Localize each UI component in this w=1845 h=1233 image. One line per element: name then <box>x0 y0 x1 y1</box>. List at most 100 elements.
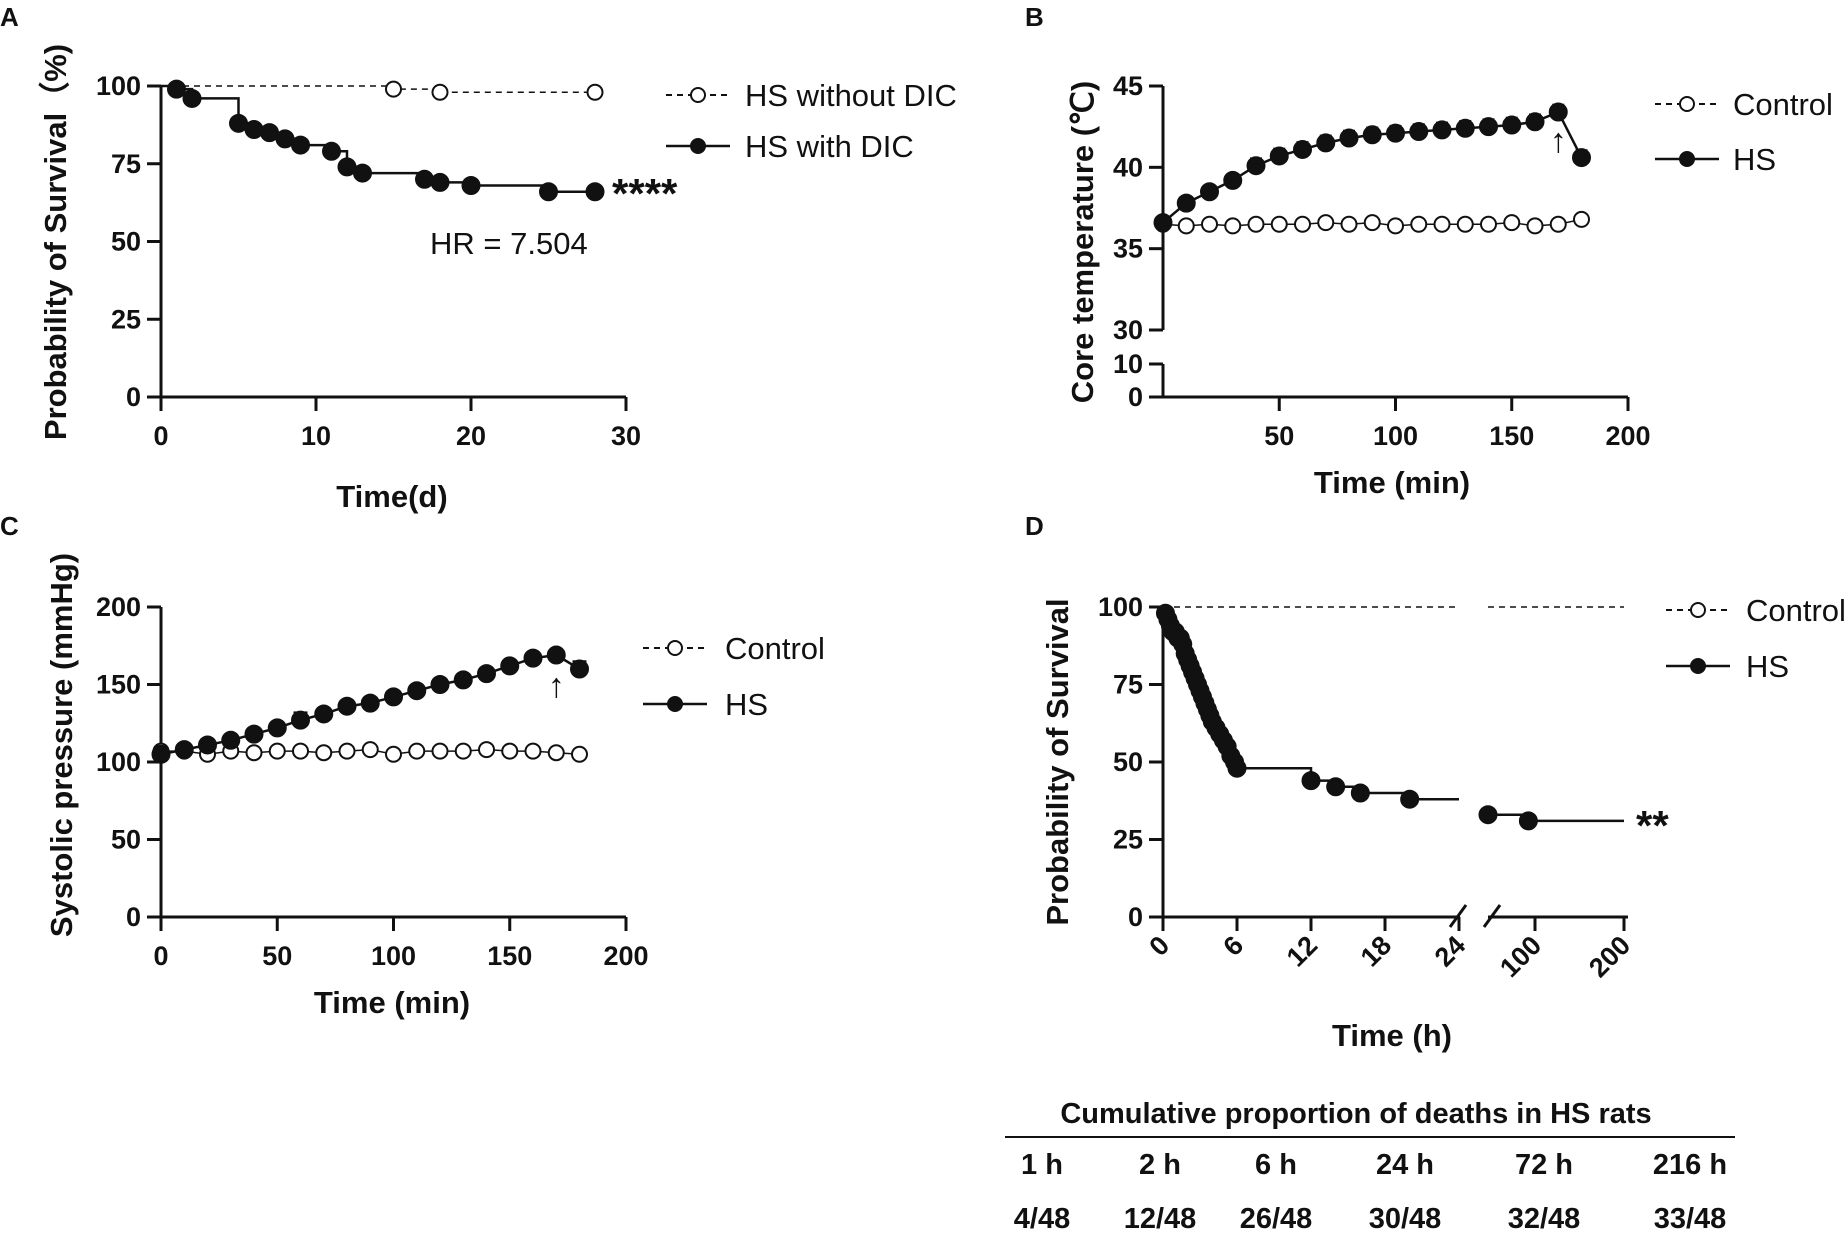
data-point-hs <box>360 693 380 713</box>
data-point-control <box>292 742 309 760</box>
data-point-hs <box>151 744 171 764</box>
data-point-control <box>1363 214 1381 232</box>
data-point-hs-with-dic <box>415 169 434 189</box>
data-point-control <box>547 744 565 762</box>
panel-d-axis-break-right <box>1482 904 1502 928</box>
data-point-hs <box>244 724 264 744</box>
series-line-hs <box>1486 808 1624 823</box>
legend-marker-hs <box>1666 658 1730 674</box>
data-point-hs <box>174 740 194 760</box>
panel-d-y-tick-label: 50 <box>1113 747 1143 777</box>
data-point-control <box>1294 215 1311 233</box>
panel-a-x-tick-label: 0 <box>153 421 168 451</box>
panel-a-y-tick-label: 0 <box>126 382 141 412</box>
panel-c-x-title: Time (min) <box>314 985 470 1020</box>
data-point-hs-with-dic <box>353 163 372 183</box>
data-point-hs <box>1223 170 1243 190</box>
panel-d-y-tick-label: 25 <box>1113 825 1143 855</box>
data-point-control <box>1526 217 1544 235</box>
data-point-hs-with-dic <box>244 120 264 140</box>
data-point-hs-with-dic <box>430 172 450 192</box>
data-point-hs <box>1455 118 1475 138</box>
panel-d-y-tick-label: 75 <box>1113 670 1143 700</box>
panel-c-y-tick-label: 150 <box>96 670 141 700</box>
data-point-hs <box>1200 182 1219 202</box>
data-point-control <box>1387 217 1404 235</box>
panel-c-plot <box>151 645 589 764</box>
series-line-hs-with-dic <box>161 84 595 193</box>
panel-c-y-tick-label: 50 <box>111 825 141 855</box>
panel-a-plot <box>161 79 605 202</box>
panel-a-label: A <box>0 2 19 32</box>
data-point-hs-without-dic <box>431 83 449 101</box>
data-point-control <box>1340 215 1358 233</box>
panel-d-x-tick-label: 100 <box>1494 930 1547 983</box>
data-point-control <box>361 741 379 759</box>
data-point-control <box>1410 215 1428 233</box>
legend-marker-control <box>643 640 707 656</box>
panel-b-y-title: Core temperature (℃) <box>1065 81 1100 404</box>
panel-a-x-tick-label: 10 <box>301 421 331 451</box>
panel-a-significance: **** <box>612 170 678 217</box>
table-value-cell: 26/48 <box>1240 1203 1313 1233</box>
legend-marker-control <box>1666 602 1730 618</box>
data-point-control <box>408 742 426 760</box>
data-point-hs-with-dic <box>337 157 357 177</box>
panel-d-x-tick-label: 200 <box>1583 930 1636 983</box>
panel-c-x-ticks: 0 50 100 150 200 <box>153 917 649 971</box>
legend-label-control: Control <box>725 631 825 666</box>
data-point-hs <box>1176 193 1196 213</box>
data-point-control <box>1456 215 1474 233</box>
data-point-control <box>1270 215 1288 233</box>
legend-label-control: Control <box>1746 593 1845 628</box>
panel-a-y-tick-label: 100 <box>96 71 141 101</box>
panel-b-y-tick-label: 40 <box>1113 152 1143 182</box>
panel-d-legend: Control HS <box>1666 593 1845 684</box>
data-point-hs <box>1326 777 1346 797</box>
table-header-cell: 24 h <box>1376 1149 1434 1181</box>
panel-b: B 010 30 35 40 45 50 100 150 200 ↑ Core tempera… <box>1025 2 1833 500</box>
panel-a-y-title: Probability of Survival（%) <box>38 44 73 440</box>
data-point-hs <box>1362 125 1382 145</box>
panel-d-x-title: Time (h) <box>1332 1018 1452 1053</box>
panel-b-y-tick-label: 30 <box>1113 315 1143 345</box>
data-point-hs <box>198 735 217 755</box>
legend-marker-hs <box>643 696 707 712</box>
data-point-hs-with-dic <box>182 88 202 108</box>
panel-b-y-ticks: 010 30 35 40 45 <box>1113 71 1163 412</box>
panel-b-x-tick-label: 200 <box>1605 421 1650 451</box>
data-point-hs <box>570 659 589 679</box>
panel-a-y-tick-label: 50 <box>111 227 141 257</box>
data-point-hs <box>1518 811 1538 831</box>
data-point-hs <box>1269 146 1289 166</box>
data-point-hs-with-dic <box>461 176 481 196</box>
panel-c-x-tick-label: 0 <box>153 941 168 971</box>
data-point-hs <box>1409 122 1429 142</box>
panel-d-x-tick-label: 24 <box>1429 930 1471 972</box>
data-point-control <box>1549 215 1567 233</box>
panel-b-y-tick-label: 0 <box>1128 382 1143 412</box>
data-point-control <box>454 742 472 760</box>
table-value-cell: 4/48 <box>1014 1203 1070 1233</box>
data-point-hs <box>1301 771 1321 791</box>
data-point-hs <box>1386 123 1405 143</box>
data-point-hs-without-dic <box>586 83 604 101</box>
legend-label-hs: HS <box>725 687 768 722</box>
panel-d-x-tick-label: 6 <box>1217 930 1249 962</box>
data-point-hs-with-dic <box>291 135 310 155</box>
legend-label-hs: HS <box>1733 142 1776 177</box>
data-point-control <box>338 742 356 760</box>
data-point-control <box>1480 215 1497 233</box>
panel-c-x-tick-label: 150 <box>487 941 532 971</box>
panel-c-y-ticks: 0 50 100 150 200 <box>96 592 161 932</box>
data-point-control <box>1247 215 1265 233</box>
panel-d-label: D <box>1025 511 1044 541</box>
data-point-hs <box>477 664 496 684</box>
data-point-hs <box>384 687 403 707</box>
data-point-hs <box>1572 148 1591 168</box>
series-line-hs-without-dic <box>161 85 595 93</box>
table-cells: 1 h 2 h 6 h 24 h 72 h 216 h 4/48 12/48 26/48 30/4… <box>1014 1149 1727 1233</box>
table-header-cell: 6 h <box>1255 1149 1297 1181</box>
panel-a-legend: HS without DIC HS with DIC <box>666 78 957 164</box>
